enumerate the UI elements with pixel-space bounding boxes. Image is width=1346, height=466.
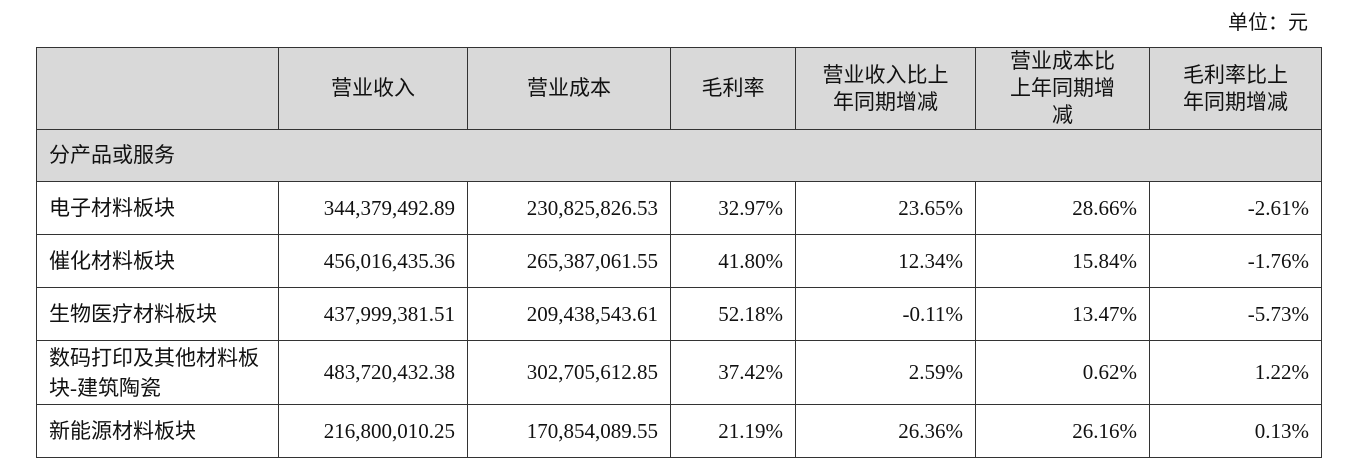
header-margin: 毛利率 (670, 47, 796, 130)
product-name-cell: 数码打印及其他材料板块-建筑陶瓷 (36, 340, 279, 405)
margin-cell: 41.80% (670, 234, 796, 288)
section-label: 分产品或服务 (36, 129, 1322, 182)
revenue-change-cell: 2.59% (795, 340, 976, 405)
cost-cell: 209,438,543.61 (467, 287, 671, 341)
revenue-cell: 456,016,435.36 (278, 234, 468, 288)
product-name-cell: 生物医疗材料板块 (36, 287, 279, 341)
cost-change-cell: 28.66% (975, 181, 1150, 235)
revenue-cell: 344,379,492.89 (278, 181, 468, 235)
cost-change-cell: 15.84% (975, 234, 1150, 288)
cost-cell: 170,854,089.55 (467, 404, 671, 458)
margin-change-cell: 0.13% (1149, 404, 1322, 458)
table-row: 新能源材料板块 216,800,010.25 170,854,089.55 21.19… (36, 404, 1322, 458)
header-blank (36, 47, 279, 130)
margin-cell: 52.18% (670, 287, 796, 341)
revenue-cell: 437,999,381.51 (278, 287, 468, 341)
revenue-change-cell: 23.65% (795, 181, 976, 235)
cost-cell: 302,705,612.85 (467, 340, 671, 405)
section-row: 分产品或服务 (36, 129, 1322, 182)
margin-change-cell: -1.76% (1149, 234, 1322, 288)
revenue-change-cell: 12.34% (795, 234, 976, 288)
table-row: 催化材料板块 456,016,435.36 265,387,061.55 41.80%… (36, 234, 1322, 288)
table-row: 数码打印及其他材料板块-建筑陶瓷 483,720,432.38 302,705,61… (36, 340, 1322, 405)
product-name-cell: 电子材料板块 (36, 181, 279, 235)
margin-cell: 32.97% (670, 181, 796, 235)
margin-change-cell: -5.73% (1149, 287, 1322, 341)
cost-cell: 230,825,826.53 (467, 181, 671, 235)
header-margin-change: 毛利率比上年同期增减 (1149, 47, 1322, 130)
header-revenue: 营业收入 (278, 47, 468, 130)
header-row: 营业收入 营业成本 毛利率 营业收入比上年同期增减 营业成本比上年同期增减 毛利… (36, 47, 1322, 130)
table-row: 电子材料板块 344,379,492.89 230,825,826.53 32.97%… (36, 181, 1322, 235)
margin-change-cell: -2.61% (1149, 181, 1322, 235)
cost-change-cell: 0.62% (975, 340, 1150, 405)
product-name-cell: 新能源材料板块 (36, 404, 279, 458)
header-revenue-change: 营业收入比上年同期增减 (795, 47, 976, 130)
header-cost: 营业成本 (467, 47, 671, 130)
header-cost-change: 营业成本比上年同期增减 (975, 47, 1150, 130)
product-name-cell: 催化材料板块 (36, 234, 279, 288)
cost-cell: 265,387,061.55 (467, 234, 671, 288)
revenue-table: 营业收入 营业成本 毛利率 营业收入比上年同期增减 营业成本比上年同期增减 毛利… (36, 47, 1322, 458)
revenue-change-cell: 26.36% (795, 404, 976, 458)
cost-change-cell: 13.47% (975, 287, 1150, 341)
table-row: 生物医疗材料板块 437,999,381.51 209,438,543.61 52.1… (36, 287, 1322, 341)
revenue-cell: 216,800,010.25 (278, 404, 468, 458)
cost-change-cell: 26.16% (975, 404, 1150, 458)
margin-change-cell: 1.22% (1149, 340, 1322, 405)
margin-cell: 21.19% (670, 404, 796, 458)
revenue-change-cell: -0.11% (795, 287, 976, 341)
margin-cell: 37.42% (670, 340, 796, 405)
unit-label: 单位：元 (1228, 12, 1308, 34)
revenue-cell: 483,720,432.38 (278, 340, 468, 405)
